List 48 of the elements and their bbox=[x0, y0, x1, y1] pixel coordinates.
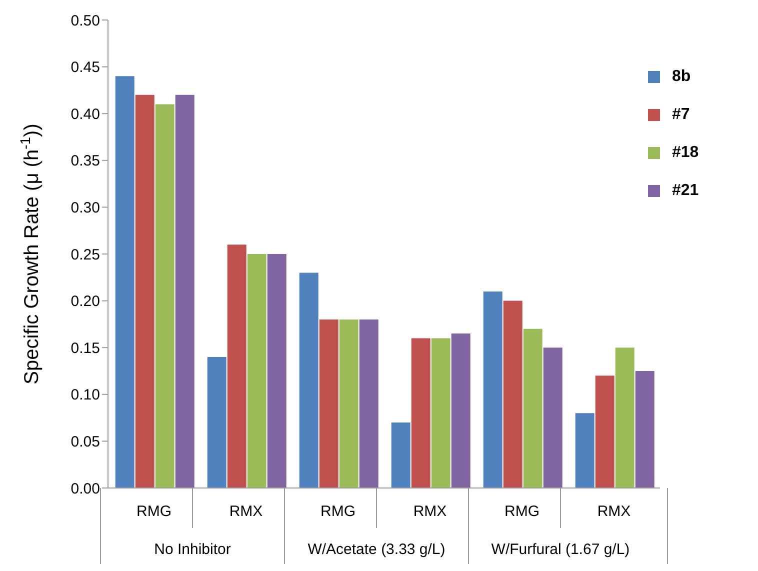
bar bbox=[575, 413, 594, 488]
y-tick-label: 0.50 bbox=[70, 12, 100, 30]
bar bbox=[391, 422, 410, 488]
x-tick-label: RMX bbox=[413, 503, 447, 520]
bar bbox=[135, 94, 154, 488]
bar bbox=[319, 320, 338, 488]
bar bbox=[207, 356, 226, 488]
bar bbox=[523, 328, 542, 488]
y-tick-label: 0.15 bbox=[70, 340, 100, 357]
legend-label: #18 bbox=[672, 144, 699, 162]
bar bbox=[339, 320, 358, 488]
y-tick-label: 0.20 bbox=[70, 293, 100, 310]
bar bbox=[635, 371, 654, 488]
legend-label: #21 bbox=[672, 182, 699, 200]
bar bbox=[503, 300, 522, 488]
bar bbox=[227, 244, 246, 488]
y-tick-label: 0.40 bbox=[70, 106, 100, 123]
bar bbox=[483, 291, 502, 488]
text: No Inhibitor bbox=[154, 541, 231, 558]
y-tick-label: 0.25 bbox=[70, 246, 100, 264]
y-tick-label: 0.10 bbox=[70, 386, 100, 404]
bar bbox=[115, 76, 134, 488]
y-tick-label: 0.45 bbox=[70, 59, 100, 76]
bar bbox=[359, 320, 378, 488]
legend-label: 8b bbox=[672, 68, 691, 86]
bar bbox=[247, 254, 266, 488]
x-tick-label: RMX bbox=[229, 503, 263, 520]
bar bbox=[431, 338, 450, 488]
y-tick-label: 0.35 bbox=[70, 152, 100, 170]
y-tick-label: 0.05 bbox=[70, 434, 100, 451]
x-tick-label: RMG bbox=[504, 503, 540, 520]
bar bbox=[595, 376, 614, 488]
bar bbox=[543, 348, 562, 488]
x-tick-label: RMG bbox=[136, 503, 172, 520]
bar bbox=[411, 338, 430, 488]
bar bbox=[267, 254, 286, 488]
y-tick-label: 0.00 bbox=[70, 480, 100, 498]
bar bbox=[175, 94, 194, 488]
legend-label: #7 bbox=[672, 106, 690, 124]
bar bbox=[299, 272, 318, 488]
y-tick-label: 0.30 bbox=[70, 200, 100, 217]
text: W/Furfural (1.67 g/L) bbox=[491, 541, 630, 558]
x-tick-label: RMX bbox=[597, 503, 631, 520]
bar bbox=[451, 334, 470, 488]
bar bbox=[155, 104, 174, 488]
x-tick-label: RMG bbox=[320, 503, 356, 520]
bar bbox=[615, 348, 634, 488]
text: W/Acetate (3.33 g/L) bbox=[308, 541, 446, 558]
